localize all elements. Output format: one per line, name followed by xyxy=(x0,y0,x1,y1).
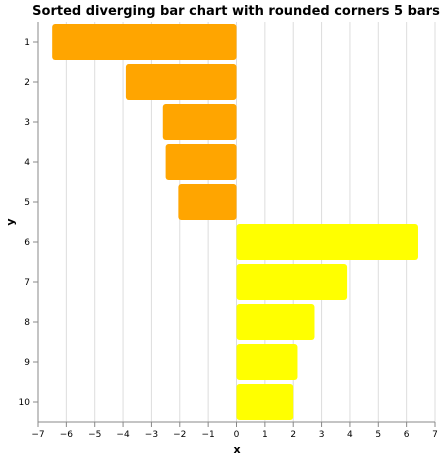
y-tick-label: 9 xyxy=(24,358,30,368)
bar-layer xyxy=(52,24,418,420)
x-tick-label: −6 xyxy=(60,430,74,440)
bar-2 xyxy=(125,64,237,100)
x-tick-label: −4 xyxy=(116,430,130,440)
y-tick-label: 3 xyxy=(24,118,30,128)
bar-4 xyxy=(165,144,237,180)
bar-10 xyxy=(236,384,294,420)
y-tick-label: 2 xyxy=(24,78,30,88)
y-tick-label: 5 xyxy=(24,198,30,208)
x-tick-label: 3 xyxy=(319,430,325,440)
x-tick-label: −5 xyxy=(88,430,101,440)
x-tick-label: −7 xyxy=(31,430,44,440)
bar-9 xyxy=(236,344,298,380)
y-tick-label: 8 xyxy=(24,318,30,328)
x-tick-label: −3 xyxy=(145,430,158,440)
x-tick-label: −1 xyxy=(202,430,215,440)
x-axis-title: x xyxy=(233,443,240,456)
x-tick-label: −2 xyxy=(173,430,186,440)
x-tick-label: 0 xyxy=(234,430,240,440)
x-tick-label: 2 xyxy=(290,430,296,440)
y-tick-label: 7 xyxy=(24,278,30,288)
bar-3 xyxy=(162,104,237,140)
bar-8 xyxy=(236,304,315,340)
chart-title: Sorted diverging bar chart with rounded … xyxy=(32,4,440,19)
x-tick-label: 7 xyxy=(432,430,438,440)
x-tick-label: 4 xyxy=(347,430,353,440)
y-tick-label: 6 xyxy=(24,238,30,248)
axis-layer: −7 −6 −5 −4 −3 −2 −1 0 1 2 3 4 5 6 7 1 2 3 4 5 6 7 8 9 10 xyxy=(19,22,438,440)
bar-5 xyxy=(178,184,237,220)
x-tick-label: 6 xyxy=(404,430,410,440)
x-tick-label: 5 xyxy=(375,430,381,440)
y-axis-title: y xyxy=(4,218,17,225)
bar-6 xyxy=(236,224,418,260)
bar-1 xyxy=(52,24,237,60)
y-tick-label: 10 xyxy=(19,398,31,408)
y-tick-label: 4 xyxy=(24,158,30,168)
y-tick-label: 1 xyxy=(24,38,30,48)
bar-7 xyxy=(236,264,348,300)
x-tick-label: 1 xyxy=(262,430,268,440)
